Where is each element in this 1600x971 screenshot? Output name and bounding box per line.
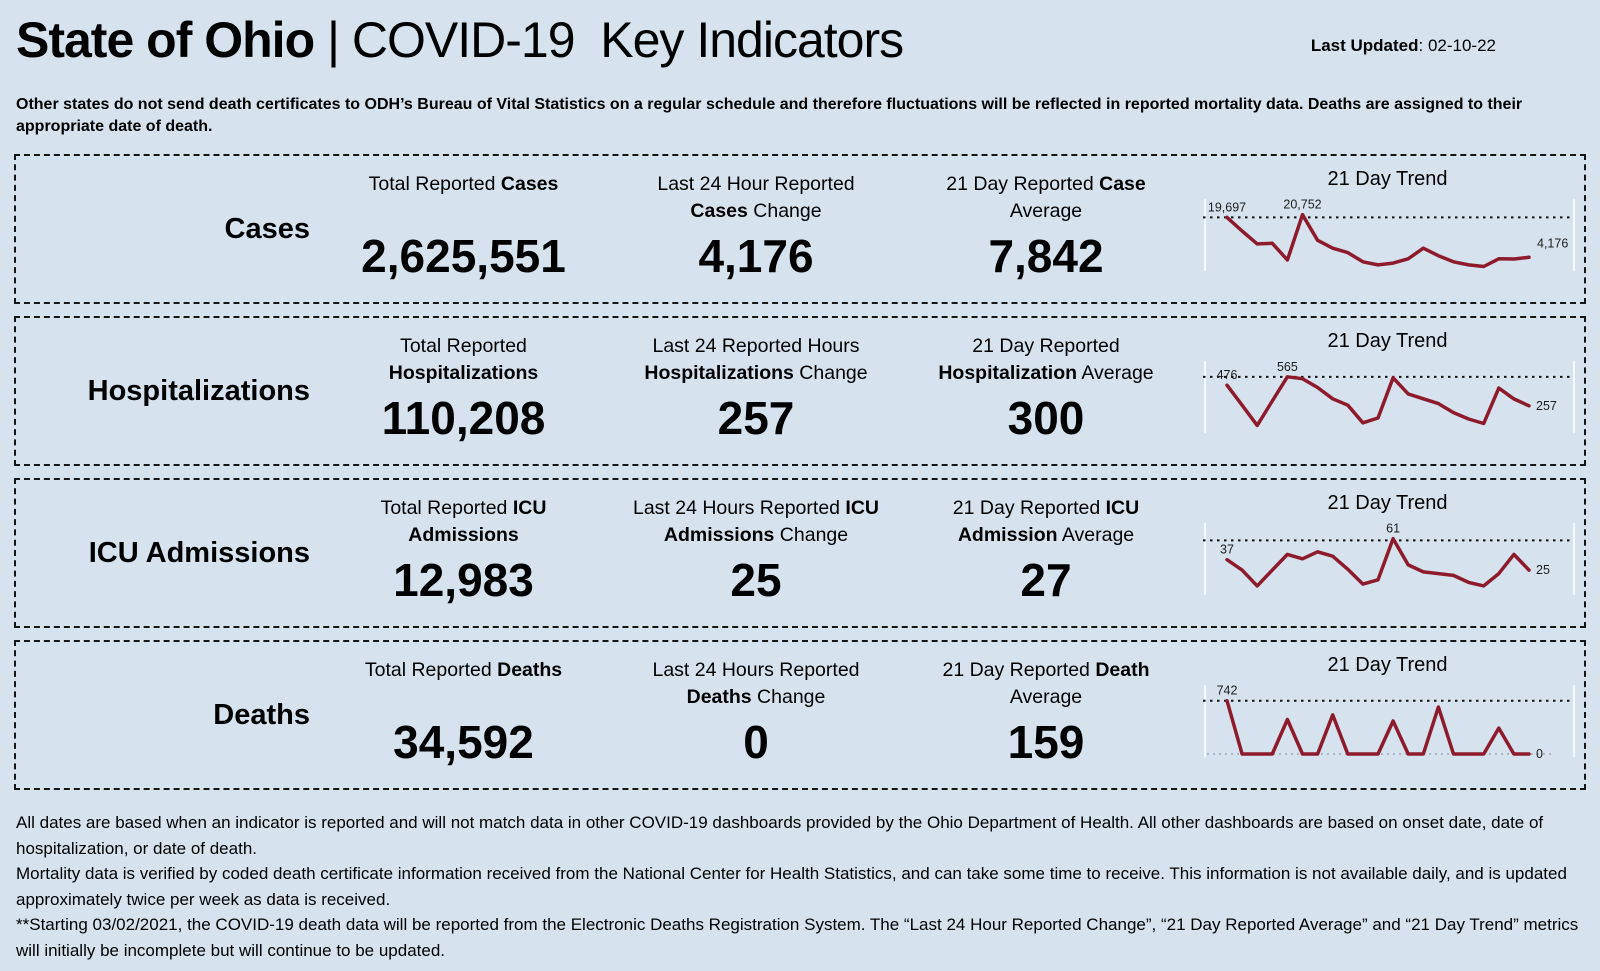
cases-trend-title: 21 Day Trend bbox=[1327, 168, 1448, 191]
last-updated-value: : 02-10-22 bbox=[1418, 36, 1497, 55]
metric-hospitalizations-21day-avg-label: 21 Day Reported Hospitalization Average bbox=[938, 335, 1154, 384]
metric-total-hospitalizations-label: Total Reported Hospitalizations bbox=[388, 335, 539, 384]
metric-total-icu-label: Total Reported ICU Admissions bbox=[380, 497, 547, 546]
svg-text:742: 742 bbox=[1216, 684, 1237, 698]
icu-sparkline-chart: 37 61 25 bbox=[1202, 522, 1575, 596]
metric-icu-24h-change-label: Last 24 Hours Reported ICU Admissions Ch… bbox=[632, 497, 880, 546]
svg-text:257: 257 bbox=[1536, 399, 1557, 413]
hospitalizations-trend: 21 Day Trend 476 565 257 bbox=[1191, 318, 1584, 437]
footer-note-edrs: **Starting 03/02/2021, the COVID-19 deat… bbox=[16, 915, 1579, 960]
metric-icu-24h-change: Last 24 Hours Reported ICU Admissions Ch… bbox=[611, 480, 901, 607]
svg-text:0: 0 bbox=[1536, 747, 1543, 761]
icu-trend-title: 21 Day Trend bbox=[1327, 492, 1448, 515]
svg-text:476: 476 bbox=[1216, 368, 1237, 382]
metric-hospitalizations-21day-avg: 21 Day Reported Hospitalization Average … bbox=[901, 318, 1191, 445]
metric-deaths-24h-change: Last 24 Hours Reported Deaths Change 0 bbox=[611, 642, 901, 769]
cases-sparkline-chart: 19,697 20,752 4,176 bbox=[1202, 198, 1575, 272]
metric-total-deaths-label: Total Reported Deaths bbox=[364, 659, 563, 682]
cases-panel: Cases Total Reported Cases 2,625,551 Las… bbox=[14, 154, 1586, 305]
metric-deaths-21day-avg-label: 21 Day Reported Death Average bbox=[942, 659, 1150, 708]
metric-total-cases-label: Total Reported Cases bbox=[368, 173, 559, 196]
cases-trend: 21 Day Trend 19,697 20,752 4,176 bbox=[1191, 156, 1584, 275]
metric-hospitalizations-24h-change-value: 257 bbox=[717, 392, 795, 445]
metric-deaths-24h-change-value: 0 bbox=[743, 716, 769, 769]
page-title: State of Ohio | COVID-19 Key Indicators bbox=[16, 12, 904, 70]
metric-total-cases: Total Reported Cases 2,625,551 bbox=[316, 156, 611, 283]
row-label-hospitalizations: Hospitalizations bbox=[87, 374, 310, 407]
metric-total-hospitalizations: Total Reported Hospitalizations 110,208 bbox=[316, 318, 611, 445]
metric-hospitalizations-24h-change-label: Last 24 Reported Hours Hospitalizations … bbox=[644, 335, 868, 384]
metric-total-deaths: Total Reported Deaths 34,592 bbox=[316, 642, 611, 769]
row-label-deaths: Deaths bbox=[213, 698, 310, 731]
icu-trend: 21 Day Trend 37 61 25 bbox=[1191, 480, 1584, 599]
svg-text:19,697: 19,697 bbox=[1207, 201, 1245, 215]
page-title-rest: | COVID-19 Key Indicators bbox=[314, 12, 904, 68]
deaths-sparkline-chart: 742 0 bbox=[1202, 684, 1575, 761]
metric-deaths-24h-change-label: Last 24 Hours Reported Deaths Change bbox=[652, 659, 860, 708]
metric-cases-24h-change-label: Last 24 Hour Reported Cases Change bbox=[657, 173, 855, 222]
deaths-trend-title: 21 Day Trend bbox=[1327, 654, 1448, 677]
mortality-notice: Other states do not send death certifica… bbox=[16, 95, 1523, 135]
page-title-state: State of Ohio bbox=[16, 12, 315, 68]
metric-cases-24h-change-value: 4,176 bbox=[698, 230, 814, 283]
metric-icu-21day-avg: 21 Day Reported ICU Admission Average 27 bbox=[901, 480, 1191, 607]
svg-text:4,176: 4,176 bbox=[1537, 237, 1568, 251]
metric-total-deaths-value: 34,592 bbox=[393, 716, 534, 769]
metric-total-icu-value: 12,983 bbox=[393, 554, 534, 607]
footer-notes: All dates are based when an indicator is… bbox=[16, 810, 1584, 963]
metric-cases-24h-change: Last 24 Hour Reported Cases Change 4,176 bbox=[611, 156, 901, 283]
metric-icu-21day-avg-value: 27 bbox=[1020, 554, 1072, 607]
metric-cases-21day-avg-value: 7,842 bbox=[988, 230, 1104, 283]
svg-text:37: 37 bbox=[1220, 543, 1234, 557]
deaths-panel: Deaths Total Reported Deaths 34,592 Last… bbox=[14, 640, 1586, 791]
metric-icu-24h-change-value: 25 bbox=[730, 554, 782, 607]
svg-text:565: 565 bbox=[1276, 360, 1297, 374]
footer-note-mortality: Mortality data is verified by coded deat… bbox=[16, 864, 1567, 909]
hospitalizations-trend-title: 21 Day Trend bbox=[1327, 330, 1448, 353]
svg-text:25: 25 bbox=[1536, 563, 1550, 577]
last-updated-label: Last Updated bbox=[1310, 36, 1419, 55]
row-label-cases: Cases bbox=[224, 212, 310, 245]
metric-hospitalizations-21day-avg-value: 300 bbox=[1007, 392, 1085, 445]
hospitalizations-sparkline-chart: 476 565 257 bbox=[1202, 360, 1575, 434]
metric-total-hospitalizations-value: 110,208 bbox=[381, 392, 546, 445]
hospitalizations-panel: Hospitalizations Total Reported Hospital… bbox=[14, 316, 1586, 467]
deaths-trend: 21 Day Trend 742 0 bbox=[1191, 642, 1584, 761]
metric-hospitalizations-24h-change: Last 24 Reported Hours Hospitalizations … bbox=[611, 318, 901, 445]
svg-text:20,752: 20,752 bbox=[1283, 198, 1321, 212]
header: State of Ohio | COVID-19 Key Indicators … bbox=[0, 0, 1600, 70]
icu-admissions-panel: ICU Admissions Total Reported ICU Admiss… bbox=[14, 478, 1586, 629]
metric-total-cases-value: 2,625,551 bbox=[361, 230, 566, 283]
metric-deaths-21day-avg-value: 159 bbox=[1007, 716, 1085, 769]
metric-cases-21day-avg-label: 21 Day Reported Case Average bbox=[946, 173, 1146, 222]
row-label-icu-admissions: ICU Admissions bbox=[88, 536, 310, 569]
metric-cases-21day-avg: 21 Day Reported Case Average 7,842 bbox=[901, 156, 1191, 283]
metric-icu-21day-avg-label: 21 Day Reported ICU Admission Average bbox=[952, 497, 1140, 546]
metric-deaths-21day-avg: 21 Day Reported Death Average 159 bbox=[901, 642, 1191, 769]
last-updated: Last Updated: 02-10-22 bbox=[1311, 36, 1496, 56]
svg-text:61: 61 bbox=[1386, 522, 1400, 536]
footer-note-dates: All dates are based when an indicator is… bbox=[16, 813, 1544, 858]
metric-total-icu: Total Reported ICU Admissions 12,983 bbox=[316, 480, 611, 607]
